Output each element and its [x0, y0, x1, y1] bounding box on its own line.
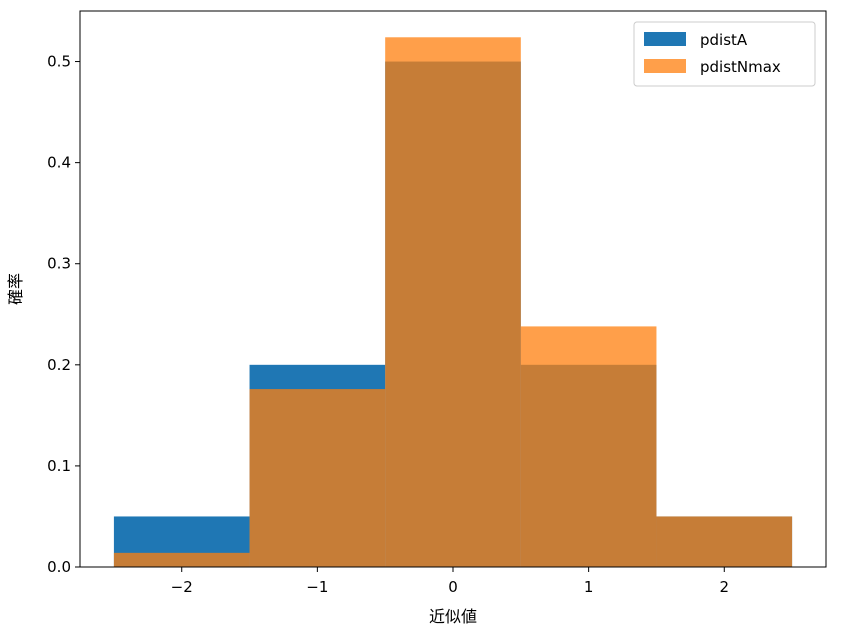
x-tick-label: 1 [584, 578, 594, 596]
chart-legend: pdistA pdistNmax [633, 21, 816, 87]
bar-pdistNmax-1 [249, 389, 386, 567]
y-tick-label: 0.5 [47, 53, 71, 71]
y-axis-label: 確率 [6, 273, 25, 305]
y-tick-label: 0.2 [47, 356, 71, 374]
legend-swatch-pdistA [644, 32, 686, 46]
x-tick-label: 2 [719, 578, 729, 596]
x-tick-label: −2 [171, 578, 193, 596]
y-tick-label: 0.1 [47, 457, 71, 475]
y-tick-label: 0.3 [47, 255, 71, 273]
legend-label-pdistA: pdistA [700, 31, 748, 49]
bar-pdistNmax-0 [113, 552, 250, 567]
y-tick-label: 0.4 [47, 154, 71, 172]
bar-pdistNmax-4 [656, 516, 793, 567]
legend-swatch-pdistNmax [644, 59, 686, 73]
x-tick-label: −1 [306, 578, 328, 596]
legend-label-pdistNmax: pdistNmax [700, 58, 781, 76]
y-tick-label: 0.0 [47, 558, 71, 576]
x-axis-label: 近似値 [429, 607, 477, 626]
x-tick-label: 0 [448, 578, 458, 596]
bars-layer [113, 37, 793, 568]
bar-pdistNmax-3 [520, 326, 657, 567]
bar-pdistNmax-2 [385, 37, 521, 568]
ticks-layer: −2 −1 0 1 2 0.0 0.1 0.2 0.3 0.4 0.5 [47, 53, 729, 596]
